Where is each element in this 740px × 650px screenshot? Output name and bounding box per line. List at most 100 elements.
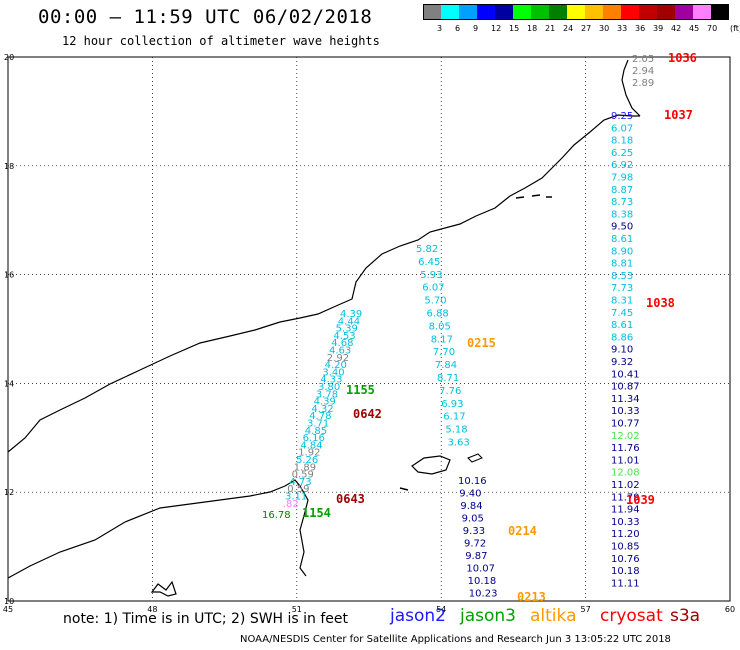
wave-height-label: 9.50 bbox=[611, 222, 633, 233]
longitude-label: 45 bbox=[3, 605, 13, 614]
legend-swatch bbox=[567, 4, 585, 20]
longitude-label: 60 bbox=[725, 605, 735, 614]
wave-height-label: 8.05 bbox=[429, 321, 451, 332]
wave-height-label: 10.85 bbox=[611, 542, 640, 553]
coastline-north bbox=[7, 114, 640, 453]
wave-height-label: 4.53 bbox=[333, 331, 355, 342]
pass-time-label: 0643 bbox=[336, 492, 365, 506]
longitude-label: 54 bbox=[436, 605, 446, 614]
legend-swatch bbox=[459, 4, 477, 20]
wave-height-label: 3.40 bbox=[322, 367, 344, 378]
wave-height-label: 10.33 bbox=[611, 406, 640, 417]
legend-swatch bbox=[603, 4, 621, 20]
legend-label: 27 bbox=[581, 24, 592, 33]
wave-height-label: 10.16 bbox=[458, 476, 487, 487]
delta-islands bbox=[150, 580, 177, 597]
wave-height-label: 11.79 bbox=[611, 492, 640, 503]
wave-height-label: 0.59 bbox=[292, 470, 314, 481]
wave-height-label: 0.59 bbox=[287, 484, 309, 495]
wave-height-label: 8.87 bbox=[611, 185, 633, 196]
pass-time-label: 1154 bbox=[302, 506, 331, 520]
small-islands bbox=[399, 194, 552, 491]
legend-label: 9 bbox=[473, 24, 479, 33]
wave-height-label: 12.02 bbox=[611, 431, 640, 442]
wave-height-label: 3.78 bbox=[316, 389, 338, 400]
altimeter-tracks: 9.256.078.186.256.927.988.878.738.389.50… bbox=[262, 54, 654, 600]
wave-height-label: 8.17 bbox=[431, 334, 453, 345]
wave-height-label: 5.82 bbox=[416, 244, 438, 255]
wave-height-label: 4.20 bbox=[325, 360, 347, 371]
wave-height-label: 2.94 bbox=[632, 66, 654, 77]
pass-time-label: 0214 bbox=[508, 524, 537, 538]
pass-time-label: 1036 bbox=[668, 51, 697, 65]
wave-height-label: 4.84 bbox=[300, 440, 322, 451]
wave-height-label: 7.45 bbox=[611, 308, 633, 319]
wave-height-label: 6.45 bbox=[418, 257, 440, 268]
wave-height-label: 12.08 bbox=[611, 468, 640, 479]
longitude-labels: 45 48 51 54 57 60 bbox=[3, 605, 735, 614]
wave-height-label: 4.44 bbox=[338, 316, 360, 327]
wave-height-label: 4.85 bbox=[305, 426, 327, 437]
wave-height-label: 8.31 bbox=[611, 296, 633, 307]
wave-height-label: 8.53 bbox=[611, 271, 633, 282]
legend-label: 45 bbox=[689, 24, 700, 33]
legend-label: 24 bbox=[563, 24, 574, 33]
legend-swatch bbox=[477, 4, 495, 20]
latitude-label: 18 bbox=[4, 162, 14, 171]
legend-label: 15 bbox=[509, 24, 520, 33]
pass-time-label: 1155 bbox=[346, 383, 375, 397]
legend-label: 30 bbox=[599, 24, 610, 33]
wave-height-label: 10.18 bbox=[611, 566, 640, 577]
wave-height-label: 5.26 bbox=[296, 455, 318, 466]
wave-height-label: 10.07 bbox=[466, 564, 495, 575]
wave-height-label: 9.40 bbox=[459, 489, 481, 500]
legend-label: 33 bbox=[617, 24, 628, 33]
wave-height-label: 4.73 bbox=[289, 477, 311, 488]
legend-label: 42 bbox=[671, 24, 682, 33]
wave-height-label: 8.18 bbox=[611, 136, 633, 147]
wave-height-label: 2.89 bbox=[632, 78, 654, 89]
wave-height-label: 11.20 bbox=[611, 529, 640, 540]
credit-line: NOAA/NESDIS Center for Satellite Applica… bbox=[240, 634, 671, 645]
wave-height-label: 10.76 bbox=[611, 554, 640, 565]
wave-height-label: 10.18 bbox=[468, 576, 497, 587]
legend-swatch bbox=[495, 4, 513, 20]
wave-height-label: 8.61 bbox=[611, 320, 633, 331]
wave-height-label: 9.32 bbox=[611, 357, 633, 368]
wave-height-label: 8.71 bbox=[437, 373, 459, 384]
wave-height-label: 4.39 bbox=[314, 397, 336, 408]
longitude-label: 57 bbox=[581, 605, 591, 614]
wave-height-label: 10.33 bbox=[611, 517, 640, 528]
legend-label: 12 bbox=[491, 24, 502, 33]
wave-height-label: 2.92 bbox=[327, 353, 349, 364]
pass-times: 1036 1037 1038 1039 0215 0214 0213 1155 1154 0642… bbox=[302, 51, 697, 604]
wave-height-label: 9.87 bbox=[465, 551, 487, 562]
legend-label: 70 bbox=[707, 24, 718, 33]
pass-time-label: 1038 bbox=[646, 296, 675, 310]
wave-height-label: 9.10 bbox=[611, 345, 633, 356]
legend-swatch bbox=[549, 4, 567, 20]
wave-height-label: 5.70 bbox=[424, 296, 446, 307]
pass-time-label: 1039 bbox=[626, 493, 655, 507]
legend-label: 36 bbox=[635, 24, 646, 33]
wave-height-label: 5.39 bbox=[336, 324, 358, 335]
wave-height-label: 6.17 bbox=[443, 412, 465, 423]
footer-note: note: 1) Time is in UTC; 2) SWH is in fe… bbox=[63, 611, 349, 627]
legend-swatch bbox=[693, 4, 711, 20]
legend-swatch bbox=[657, 4, 675, 20]
wave-height-label: 11.02 bbox=[611, 480, 640, 491]
legend-label: 6 bbox=[455, 24, 461, 33]
wave-height-label: 4.63 bbox=[329, 346, 351, 357]
wave-height-label: 8.73 bbox=[611, 197, 633, 208]
wave-height-label: 10.77 bbox=[611, 419, 640, 430]
wave-height-label: 6.92 bbox=[611, 160, 633, 171]
wave-height-label: 3.80 bbox=[318, 382, 340, 393]
wave-height-label: 8.90 bbox=[611, 246, 633, 257]
wave-height-label: 8.61 bbox=[611, 234, 633, 245]
trinidad-island bbox=[411, 455, 451, 475]
wave-height-label: 6.07 bbox=[422, 283, 444, 294]
longitude-label: 48 bbox=[147, 605, 157, 614]
wave-height-label: 9.25 bbox=[611, 111, 633, 122]
wave-height-label: 8.81 bbox=[611, 259, 633, 270]
